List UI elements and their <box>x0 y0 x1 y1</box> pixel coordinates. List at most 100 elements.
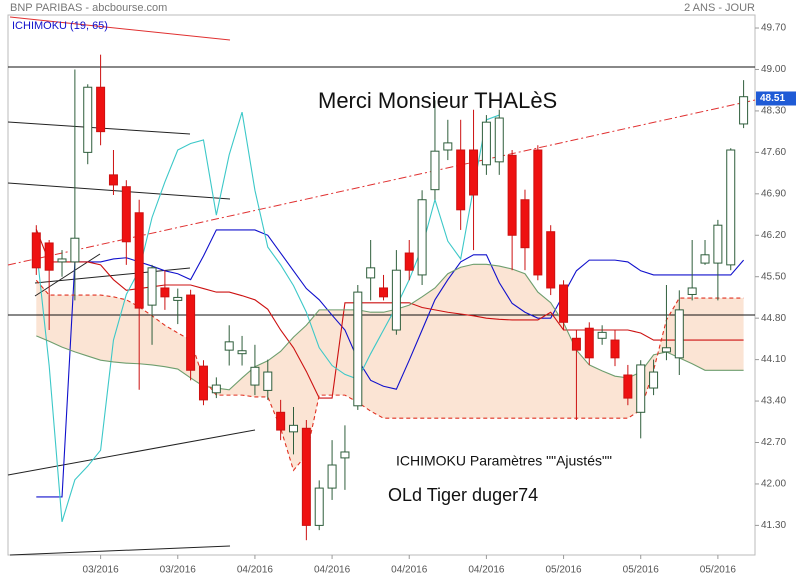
plot-frame <box>7 14 756 556</box>
period: 2 ANS - JOUR <box>684 2 755 14</box>
annotation: OLd Tiger duger74 <box>388 485 538 505</box>
x-tick-label: 04/2016 <box>314 565 351 576</box>
x-tick-label: 03/2016 <box>83 565 120 576</box>
candle-body <box>494 117 504 163</box>
candle-body <box>353 291 363 407</box>
annotation: Merci Monsieur THALèS <box>318 88 557 113</box>
candle-body <box>340 451 350 459</box>
axes: 41.30 42.00 42.70 43.40 44.10 44.80 45.50 46.20… <box>83 23 796 576</box>
candle-body <box>379 287 389 298</box>
source: BNP PARIBAS - abcbourse.com <box>10 2 167 14</box>
x-tick-label: 04/2016 <box>391 565 428 576</box>
candle-body <box>584 327 594 359</box>
candle-body <box>687 287 697 295</box>
candle-body <box>533 149 543 276</box>
drawn-line <box>9 16 231 41</box>
candle-body <box>121 186 131 243</box>
candle-body <box>443 142 453 151</box>
candle-body <box>327 464 337 489</box>
candle-body <box>31 232 41 269</box>
candle-body <box>237 350 247 355</box>
candle-body <box>610 339 620 359</box>
candle-body <box>649 371 659 389</box>
candle-body <box>301 427 311 526</box>
drawn-line <box>7 429 256 476</box>
y-tick-label: 48.30 <box>761 106 786 117</box>
y-tick-label: 47.60 <box>761 147 786 158</box>
candle-body <box>520 199 530 249</box>
indicator-label: ICHIMOKU (19, 65) <box>12 20 108 32</box>
candle-body <box>597 331 607 339</box>
candle-body <box>160 287 170 298</box>
cloud <box>36 264 744 471</box>
cloud-layer <box>36 264 744 471</box>
candle-body <box>314 487 324 526</box>
y-tick-label: 49.00 <box>761 64 786 75</box>
candle-body <box>559 284 569 323</box>
candle-body <box>391 269 401 331</box>
candle-body <box>147 267 157 306</box>
candle-body <box>546 231 556 289</box>
last-price-tag <box>756 91 796 106</box>
candle-body <box>417 199 427 276</box>
candle-body <box>211 384 221 394</box>
candle-body <box>70 237 80 263</box>
candle-body <box>134 212 144 309</box>
y-tick-label: 49.70 <box>761 23 786 34</box>
candle-body <box>186 294 196 371</box>
candle-body <box>481 121 491 166</box>
candle-body <box>507 154 517 236</box>
candle-body <box>44 242 54 271</box>
x-tick-label: 05/2016 <box>700 565 737 576</box>
candle-body <box>739 96 749 125</box>
candles <box>31 54 749 541</box>
candle-body <box>661 347 671 353</box>
indicator-line <box>35 279 744 472</box>
drawn-line <box>34 253 101 297</box>
y-tick-label: 46.90 <box>761 188 786 199</box>
candle-body <box>404 252 414 271</box>
candle-body <box>366 267 376 279</box>
candle-body <box>96 86 106 133</box>
candle-body <box>83 86 93 153</box>
x-tick-label: 04/2016 <box>237 565 274 576</box>
x-tick-label: 05/2016 <box>623 565 660 576</box>
candle-body <box>224 341 234 351</box>
candle-body <box>713 224 723 264</box>
candle-body <box>571 337 581 351</box>
drawings <box>7 16 756 556</box>
last-price-label: 48.51 <box>760 93 785 104</box>
candle-body <box>250 366 260 386</box>
candle-body <box>57 258 67 263</box>
candle-body <box>173 296 183 301</box>
x-tick-label: 05/2016 <box>545 565 582 576</box>
y-tick-label: 45.50 <box>761 271 786 282</box>
annotation: ICHIMOKU Paramètres ""Ajustés"" <box>396 453 612 469</box>
indicator-line <box>36 229 745 498</box>
candle-body <box>108 174 118 186</box>
candle-body <box>289 424 298 433</box>
candle-body <box>430 150 440 191</box>
drawn-line <box>7 182 231 200</box>
candle-body <box>623 374 633 399</box>
y-tick-label: 41.30 <box>761 520 786 531</box>
candle-body <box>636 364 646 413</box>
candle-body <box>276 411 286 431</box>
y-tick-label: 44.10 <box>761 354 786 365</box>
y-tick-label: 43.40 <box>761 396 786 407</box>
candle-body <box>700 254 710 264</box>
y-tick-label: 44.80 <box>761 313 786 324</box>
candle-body <box>469 149 479 196</box>
candle-body <box>263 371 273 391</box>
y-tick-label: 42.70 <box>761 437 786 448</box>
y-tick-label: 46.20 <box>761 230 786 241</box>
y-tick-label: 42.00 <box>761 479 786 490</box>
candle-body <box>198 365 208 401</box>
candle-body <box>456 149 466 211</box>
candle-body <box>674 309 684 359</box>
drawn-line <box>9 545 231 556</box>
x-tick-label: 04/2016 <box>468 565 505 576</box>
